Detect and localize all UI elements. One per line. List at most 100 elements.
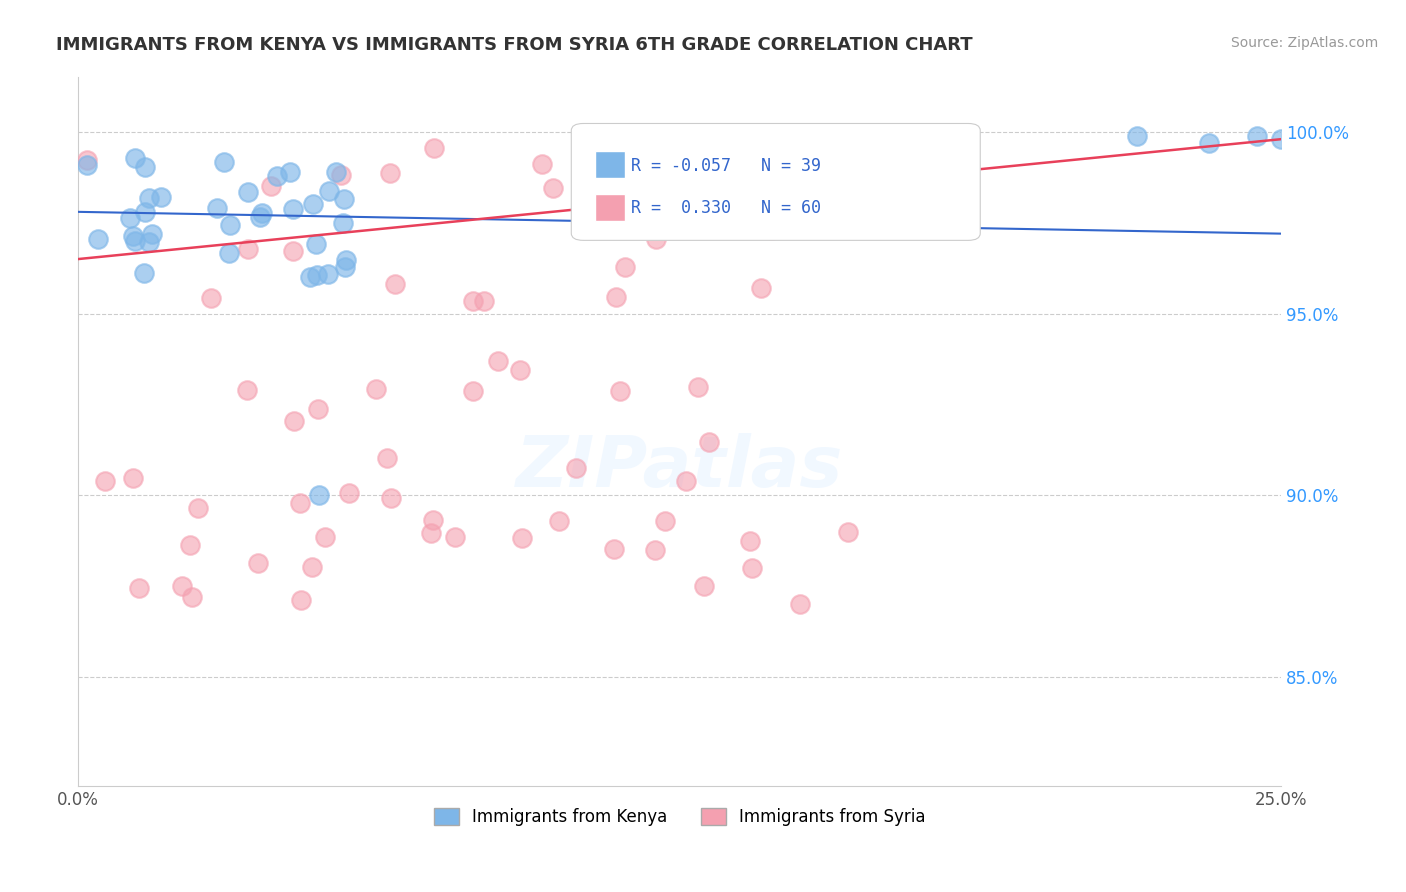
Immigrants from Syria — [236, 243, 259, 257]
Immigrants from Syria — [128, 581, 150, 595]
Immigrants from Syria — [741, 561, 763, 575]
Immigrants from Kenya — [302, 197, 325, 211]
Immigrants from Kenya — [121, 228, 143, 243]
Immigrants from Kenya — [124, 151, 146, 165]
Immigrants from Syria — [246, 556, 269, 570]
Immigrants from Syria — [236, 383, 259, 397]
Immigrants from Syria — [380, 166, 402, 180]
Immigrants from Kenya — [1270, 132, 1292, 146]
Immigrants from Kenya — [266, 169, 288, 184]
Immigrants from Kenya — [305, 268, 328, 283]
Immigrants from Kenya — [205, 202, 228, 216]
Immigrants from Syria — [337, 485, 360, 500]
Immigrants from Syria — [692, 579, 714, 593]
Immigrants from Kenya — [308, 488, 330, 502]
Immigrants from Syria — [486, 354, 509, 368]
Immigrants from Syria — [688, 380, 710, 394]
Immigrants from Syria — [422, 513, 444, 527]
Immigrants from Syria — [789, 597, 811, 611]
Immigrants from Syria — [288, 495, 311, 509]
Immigrants from Syria — [375, 450, 398, 465]
Immigrants from Kenya — [219, 218, 242, 232]
Immigrants from Kenya — [332, 192, 354, 206]
Immigrants from Kenya — [124, 234, 146, 248]
Immigrants from Syria — [837, 524, 859, 539]
Immigrants from Syria — [697, 434, 720, 449]
Immigrants from Kenya — [212, 155, 235, 169]
Immigrants from Syria — [380, 491, 402, 505]
Immigrants from Syria — [301, 559, 323, 574]
Immigrants from Kenya — [304, 237, 326, 252]
Immigrants from Syria — [180, 590, 202, 604]
Immigrants from Kenya — [318, 267, 340, 281]
Immigrants from Kenya — [335, 252, 357, 267]
Immigrants from Syria — [510, 531, 533, 545]
Immigrants from Kenya — [238, 185, 260, 199]
Legend: Immigrants from Kenya, Immigrants from Syria: Immigrants from Kenya, Immigrants from S… — [426, 799, 934, 834]
Immigrants from Syria — [364, 382, 387, 396]
Immigrants from Syria — [754, 170, 776, 185]
Text: Source: ZipAtlas.com: Source: ZipAtlas.com — [1230, 36, 1378, 50]
Immigrants from Kenya — [132, 266, 155, 280]
Immigrants from Kenya — [325, 164, 347, 178]
Immigrants from Syria — [716, 200, 738, 214]
Immigrants from Syria — [609, 384, 631, 399]
Immigrants from Syria — [565, 461, 588, 475]
Immigrants from Kenya — [87, 232, 110, 246]
Immigrants from Syria — [548, 514, 571, 528]
Immigrants from Kenya — [1246, 128, 1268, 143]
Immigrants from Kenya — [250, 205, 273, 219]
Text: IMMIGRANTS FROM KENYA VS IMMIGRANTS FROM SYRIA 6TH GRADE CORRELATION CHART: IMMIGRANTS FROM KENYA VS IMMIGRANTS FROM… — [56, 36, 973, 54]
FancyBboxPatch shape — [571, 123, 980, 240]
Bar — [595, 151, 626, 178]
Immigrants from Kenya — [1198, 136, 1220, 150]
Immigrants from Syria — [308, 402, 330, 417]
Bar — [595, 194, 626, 220]
Immigrants from Syria — [76, 153, 98, 168]
Immigrants from Syria — [605, 290, 627, 304]
Immigrants from Syria — [644, 542, 666, 557]
Immigrants from Kenya — [278, 165, 301, 179]
Immigrants from Syria — [187, 500, 209, 515]
Immigrants from Syria — [461, 384, 484, 398]
Immigrants from Syria — [654, 514, 676, 528]
Immigrants from Syria — [541, 181, 564, 195]
Immigrants from Syria — [122, 471, 145, 485]
Immigrants from Syria — [463, 293, 485, 308]
Immigrants from Syria — [283, 414, 305, 428]
Immigrants from Kenya — [333, 260, 356, 275]
Immigrants from Syria — [179, 537, 201, 551]
Immigrants from Syria — [384, 277, 406, 292]
Immigrants from Syria — [614, 260, 637, 274]
Immigrants from Syria — [281, 244, 304, 258]
Immigrants from Syria — [644, 232, 666, 246]
Immigrants from Kenya — [283, 202, 305, 216]
Immigrants from Syria — [423, 141, 446, 155]
Immigrants from Kenya — [298, 269, 321, 284]
Immigrants from Kenya — [138, 191, 160, 205]
Immigrants from Kenya — [134, 205, 156, 219]
Immigrants from Syria — [259, 178, 281, 193]
Immigrants from Syria — [509, 363, 531, 377]
Immigrants from Kenya — [150, 190, 173, 204]
Immigrants from Syria — [314, 530, 336, 544]
Immigrants from Syria — [290, 593, 312, 607]
Text: R =  0.330   N = 60: R = 0.330 N = 60 — [631, 200, 821, 218]
Immigrants from Syria — [675, 474, 697, 488]
Text: R = -0.057   N = 39: R = -0.057 N = 39 — [631, 157, 821, 175]
Immigrants from Kenya — [134, 160, 156, 174]
Immigrants from Syria — [740, 534, 762, 549]
Immigrants from Syria — [93, 474, 115, 488]
Immigrants from Syria — [602, 542, 624, 557]
Immigrants from Syria — [444, 530, 467, 544]
Immigrants from Syria — [749, 281, 772, 295]
Immigrants from Kenya — [118, 211, 141, 226]
Immigrants from Syria — [330, 168, 353, 182]
Text: ZIPatlas: ZIPatlas — [516, 433, 844, 501]
Immigrants from Syria — [761, 223, 783, 237]
Immigrants from Kenya — [332, 215, 354, 229]
Immigrants from Kenya — [141, 227, 163, 241]
Immigrants from Kenya — [318, 184, 340, 198]
Immigrants from Syria — [531, 157, 554, 171]
Immigrants from Syria — [200, 291, 222, 305]
